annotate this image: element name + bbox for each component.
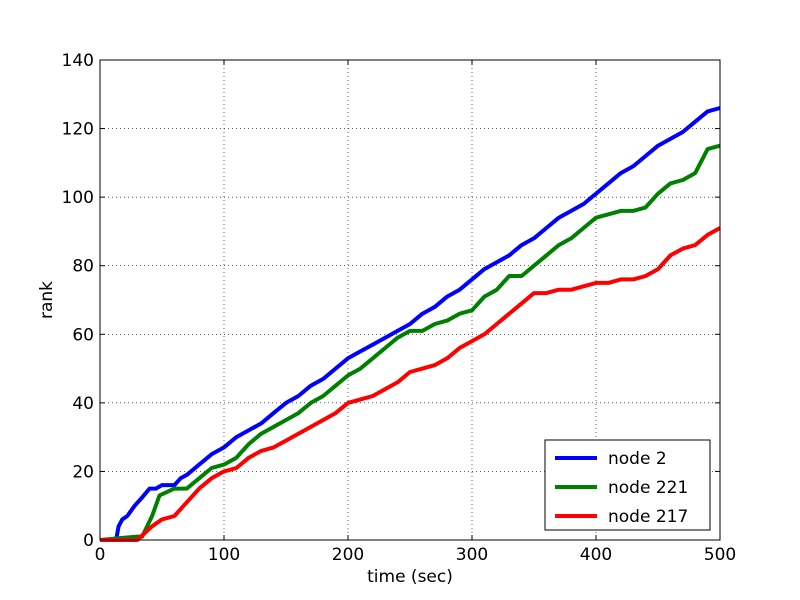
x-tick-label: 200 xyxy=(332,545,364,565)
series-line-node-221 xyxy=(99,143,721,542)
y-tick-label: 120 xyxy=(62,120,94,140)
plot-frame xyxy=(99,59,721,541)
x-tick-label: 500 xyxy=(704,545,736,565)
y-tick-label: 40 xyxy=(72,394,94,414)
legend-label-node-2: node 2 xyxy=(608,449,667,469)
y-tick-label: 140 xyxy=(62,51,94,71)
series-layer xyxy=(99,106,721,542)
x-tick-label: 100 xyxy=(208,545,240,565)
legend-label-node-217: node 217 xyxy=(608,507,688,527)
legend: node 2 node 221 node 217 xyxy=(544,439,711,531)
x-tick-label: 300 xyxy=(456,545,488,565)
y-tick-label: 0 xyxy=(83,531,94,551)
axis-ticks: 0 100 200 300 400 500 0 20 40 60 80 100 120 140 xyxy=(62,51,737,565)
y-tick-label: 80 xyxy=(72,257,94,277)
series-line-node-217 xyxy=(100,226,721,542)
y-tick-label: 20 xyxy=(72,462,94,482)
legend-label-node-221: node 221 xyxy=(608,478,688,498)
y-tick-label: 60 xyxy=(72,325,94,345)
series-line-node-2 xyxy=(100,106,721,542)
y-axis-label: rank xyxy=(37,281,57,319)
x-axis-label: time (sec) xyxy=(367,567,453,587)
x-tick-label: 0 xyxy=(95,545,106,565)
x-tick-label: 400 xyxy=(580,545,612,565)
y-tick-label: 100 xyxy=(62,188,94,208)
